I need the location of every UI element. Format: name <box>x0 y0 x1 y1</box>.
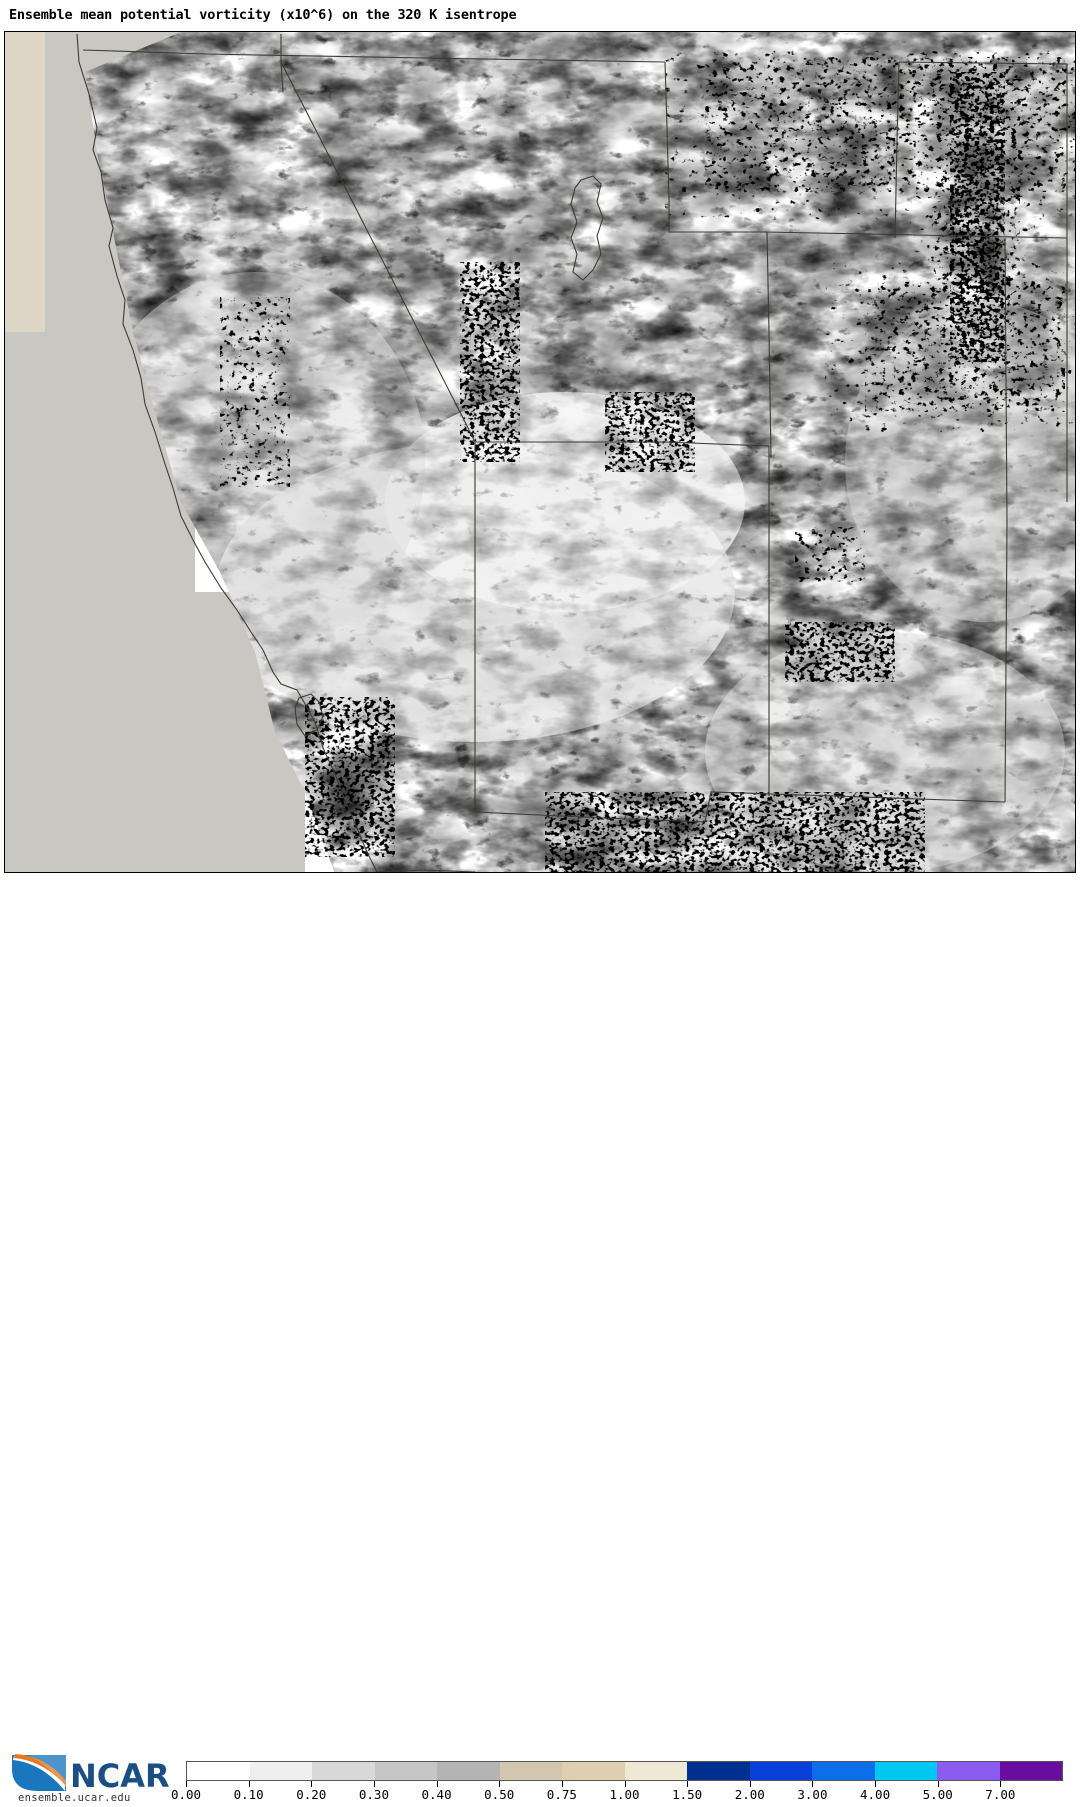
colorbar-label-8: 1.50 <box>672 1787 703 1802</box>
colorbar-segment-7 <box>624 1762 687 1780</box>
colorbar-segment-3 <box>374 1762 437 1780</box>
colorbar-label-12: 5.00 <box>922 1787 953 1802</box>
colorbar-segment-8 <box>687 1762 750 1780</box>
colorbar-segment-5 <box>499 1762 562 1780</box>
colorbar-segment-10 <box>812 1762 875 1780</box>
colorbar-label-2: 0.20 <box>296 1787 327 1802</box>
colorbar-segment-2 <box>312 1762 375 1780</box>
colorbar-label-13: 7.00 <box>985 1787 1016 1802</box>
colorbar-label-11: 4.00 <box>860 1787 891 1802</box>
colorbar-segment-6 <box>562 1762 625 1780</box>
colorbar-segment-13 <box>999 1762 1062 1780</box>
colorbar-segment-1 <box>249 1762 312 1780</box>
colorbar-label-9: 2.00 <box>734 1787 765 1802</box>
footer-bar: NCAR ensemble.ucar.edu 0.00 0.10 0.20 0.30 0… <box>0 873 1080 1804</box>
colorbar-labels: 0.00 0.10 0.20 0.30 0.40 0.50 0.75 1.00 1.50 2.00… <box>0 1787 1080 1807</box>
header-bar: Ensemble mean potential vorticity (x10^6… <box>0 0 1080 83</box>
map-field-layer <box>5 32 1075 872</box>
map-canvas[interactable] <box>4 31 1076 873</box>
page-title: Ensemble mean potential vorticity (x10^6… <box>9 7 517 23</box>
colorbar-label-0: 0.00 <box>170 1787 202 1802</box>
colorbar-segment-4 <box>437 1762 500 1780</box>
colorbar-label-1: 0.10 <box>233 1787 264 1802</box>
colorbar-label-5: 0.50 <box>484 1787 515 1802</box>
colorbar[interactable] <box>186 1761 1063 1781</box>
colorbar-label-7: 1.00 <box>609 1787 640 1802</box>
colorbar-label-3: 0.30 <box>358 1787 389 1802</box>
colorbar-label-10: 3.00 <box>797 1787 828 1802</box>
colorbar-label-6: 0.75 <box>546 1787 577 1802</box>
colorbar-segment-0 <box>187 1762 250 1780</box>
pv-anomaly-field <box>220 50 1075 872</box>
map-borders <box>76 33 1068 872</box>
colorbar-segment-9 <box>749 1762 812 1780</box>
colorbar-label-4: 0.40 <box>421 1787 452 1802</box>
colorbar-segment-11 <box>874 1762 937 1780</box>
colorbar-segment-12 <box>937 1762 1000 1780</box>
